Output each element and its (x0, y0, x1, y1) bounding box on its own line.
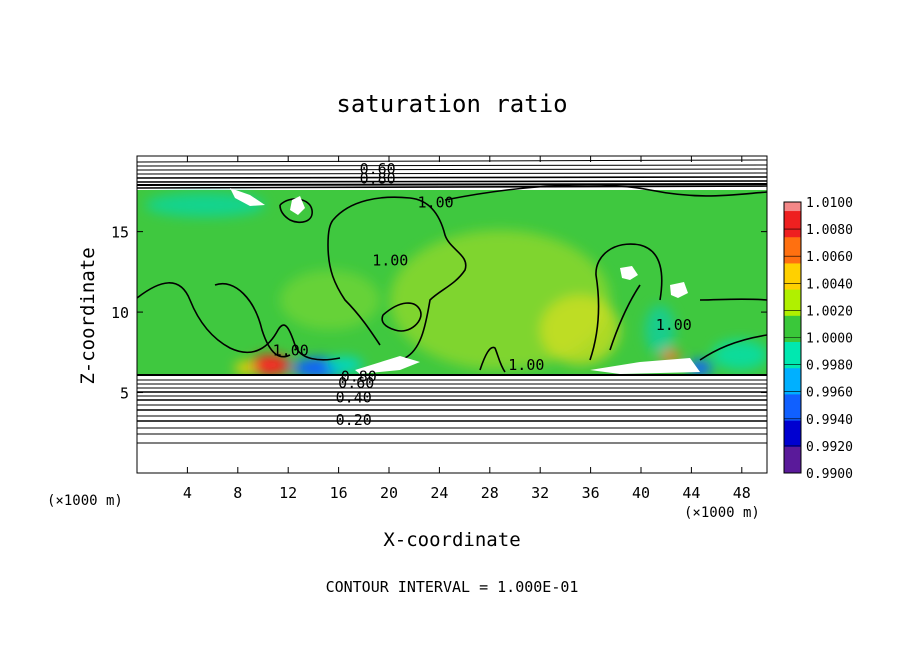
colorbar-swatch (784, 263, 801, 291)
x-tick-label: 8 (233, 484, 242, 502)
x-tick-label: 4 (183, 484, 192, 502)
contour-label: 1.00 (273, 342, 309, 360)
colorbar-label: 0.9960 (806, 386, 853, 401)
x-tick-label: 28 (481, 484, 499, 502)
x-tick-label: 20 (380, 484, 398, 502)
x-tick-label: 32 (531, 484, 549, 502)
contour-label: 1.00 (508, 356, 544, 374)
contour-label: 0.80 (360, 170, 396, 188)
colorbar-swatch (784, 289, 801, 317)
x-tick-label: 36 (582, 484, 600, 502)
colorbar-label: 1.0020 (806, 304, 853, 319)
colorbar-label: 0.9900 (806, 467, 853, 482)
contour-label: 0.80 (341, 367, 377, 385)
y-axis: 5 10 15 (111, 224, 767, 403)
y-axis-label: Z-coordinate (77, 247, 99, 384)
contour-interval-note: CONTOUR INTERVAL = 1.000E-01 (326, 578, 579, 596)
y-tick-label: 10 (111, 304, 129, 322)
x-tick-label: 44 (682, 484, 700, 502)
colorbar: 1.0100 1.0080 1.0060 1.0040 1.0020 1.0000 0.99… (783, 196, 853, 482)
colorbar-swatch (784, 237, 801, 264)
x-tick-label: 16 (330, 484, 348, 502)
contour-label: 0.60 (360, 160, 396, 178)
x-tick-label: 40 (632, 484, 650, 502)
colorbar-swatch (784, 446, 801, 474)
y-tick-label: 15 (111, 224, 129, 242)
x-tick-label: 48 (733, 484, 751, 502)
contour-label: 1.00 (656, 316, 692, 334)
colorbar-label: 1.0100 (806, 196, 853, 211)
y-tick-label: 5 (120, 385, 129, 403)
plot-frame (136, 155, 768, 474)
heatmap-field (137, 156, 767, 473)
contour-label: 1.00 (372, 252, 408, 270)
colorbar-label: 1.0060 (806, 250, 853, 265)
colorbar-swatch (784, 394, 801, 422)
colorbar-label: 1.0040 (806, 277, 853, 292)
colorbar-label: 0.9940 (806, 413, 853, 428)
contour-label: 0.60 (338, 374, 374, 392)
chart-title: saturation ratio (336, 90, 567, 118)
colorbar-label: 1.0080 (806, 223, 853, 238)
colorbar-swatch (784, 420, 801, 448)
colorbar-label: 0.9920 (806, 440, 853, 455)
contour-label: 1.00 (418, 194, 454, 212)
colorbar-swatch (784, 211, 801, 238)
colorbar-cap (784, 202, 801, 212)
x-axis: 4 8 12 16 20 24 28 32 36 40 44 48 (183, 156, 751, 502)
contour-label: 0.40 (336, 388, 372, 406)
contour-label: 0.20 (336, 411, 372, 429)
x-tick-label: 24 (430, 484, 448, 502)
colorbar-swatch (784, 368, 801, 395)
x-axis-label: X-coordinate (383, 529, 520, 551)
colorbar-label: 1.0000 (806, 332, 853, 347)
contour-labels: 0.600.801.001.001.001.001.000.800.600.40… (273, 160, 692, 429)
colorbar-swatch (784, 342, 801, 369)
x-unit-left: (×1000 m) (47, 493, 123, 509)
x-tick-label: 12 (279, 484, 297, 502)
x-unit-right: (×1000 m) (684, 505, 760, 521)
colorbar-frame (783, 201, 802, 474)
colorbar-swatch (784, 315, 801, 343)
colorbar-label: 0.9980 (806, 359, 853, 374)
